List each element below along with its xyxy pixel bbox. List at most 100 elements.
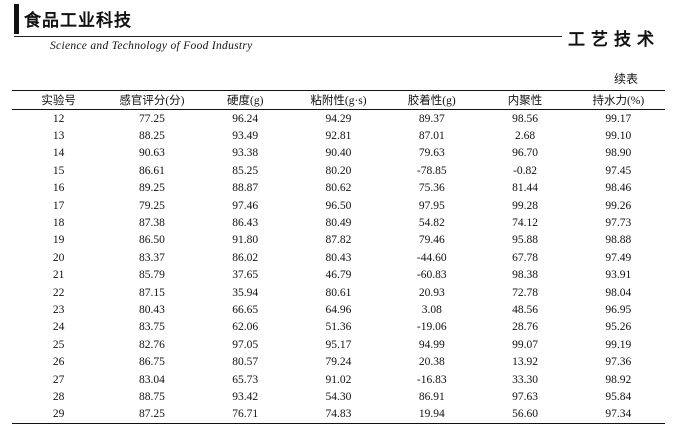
cell: 13.92 — [512, 356, 538, 369]
cell: 96.95 — [605, 303, 632, 316]
table-row: 20 83.37 86.02 80.43 -44.60 67.78 97.49 — [12, 249, 665, 266]
cell: 79.63 — [418, 147, 445, 160]
cell: 87.38 — [138, 217, 165, 230]
cell: -78.85 — [416, 164, 447, 177]
data-table: 实验号 感官评分(分) 硬度(g) 粘附性(g·s) 胶着性(g) 内聚性 持水力(%) 1… — [12, 90, 665, 425]
cell: 15 — [52, 164, 65, 177]
table-row: 21 85.79 37.65 46.79 -60.83 98.38 93.91 — [12, 267, 665, 284]
column-header: 胶着性(g) — [385, 90, 479, 110]
cell: 97.45 — [605, 164, 632, 177]
table-head: 实验号 感官评分(分) 硬度(g) 粘附性(g·s) 胶着性(g) 内聚性 持水力(%) — [12, 90, 665, 110]
cell: 99.07 — [512, 338, 538, 351]
table-row: 12 77.25 96.24 94.29 89.37 98.56 99.17 — [12, 110, 665, 128]
cell: 79.24 — [325, 356, 352, 369]
cell: 21 — [52, 269, 65, 282]
cell: 27 — [52, 373, 65, 386]
cell: 99.28 — [512, 199, 538, 212]
cell: 25 — [52, 338, 65, 351]
cell: 93.91 — [605, 269, 632, 282]
cell: 80.61 — [325, 286, 352, 299]
cell: 94.29 — [325, 112, 352, 125]
table-row: 28 88.75 93.42 54.30 86.91 97.63 95.84 — [12, 388, 665, 405]
cell: 80.43 — [325, 251, 352, 264]
cell: 77.25 — [138, 112, 165, 125]
cell: 89.37 — [418, 112, 445, 125]
cell: 54.30 — [325, 390, 352, 403]
cell: 79.25 — [138, 199, 165, 212]
cell: 93.49 — [232, 130, 259, 143]
cell: 80.62 — [325, 182, 352, 195]
table-row: 19 86.50 91.80 87.82 79.46 95.88 98.88 — [12, 232, 665, 249]
cell: 35.94 — [232, 286, 259, 299]
cell: 83.04 — [138, 373, 165, 386]
cell: 83.75 — [138, 321, 165, 334]
cell: 98.04 — [605, 286, 632, 299]
cell: -44.60 — [416, 251, 447, 264]
cell: 87.01 — [418, 130, 445, 143]
cell: 98.38 — [512, 269, 538, 282]
cell: 18 — [52, 217, 65, 230]
cell: 72.78 — [512, 286, 538, 299]
cell: 85.79 — [138, 269, 165, 282]
cell: 99.26 — [605, 199, 632, 212]
cell: 97.46 — [232, 199, 259, 212]
cell: 26 — [52, 356, 65, 369]
cell: 95.88 — [512, 234, 538, 247]
cell: 22 — [52, 286, 65, 299]
cell: 96.24 — [232, 112, 259, 125]
cell: 20 — [52, 251, 65, 264]
cell: 92.81 — [325, 130, 352, 143]
cell: 86.43 — [232, 217, 259, 230]
cell: 56.60 — [478, 405, 572, 425]
cell: 3.08 — [421, 303, 442, 316]
cell: 28 — [52, 390, 65, 403]
column-header: 硬度(g) — [198, 90, 292, 110]
cell: -0.82 — [513, 164, 538, 177]
cell: 19 — [52, 234, 65, 247]
section-title: 工艺技术 — [568, 30, 660, 50]
cell: 97.36 — [605, 356, 632, 369]
cell: 98.56 — [512, 112, 538, 125]
cell: -19.06 — [416, 321, 447, 334]
cell: 19.94 — [385, 405, 479, 425]
cell: 62.06 — [232, 321, 259, 334]
table-row: 24 83.75 62.06 51.36 -19.06 28.76 95.26 — [12, 319, 665, 336]
cell: 95.26 — [605, 321, 632, 334]
cell: 89.25 — [138, 182, 165, 195]
cell: 86.91 — [418, 390, 445, 403]
journal-subtitle: Science and Technology of Food Industry — [50, 40, 253, 52]
cell: 74.12 — [512, 217, 538, 230]
cell: 80.20 — [325, 164, 352, 177]
cell: 97.05 — [232, 338, 259, 351]
cell: 64.96 — [325, 303, 352, 316]
cell: 80.49 — [325, 217, 352, 230]
cell: 17 — [52, 199, 65, 212]
cell: 91.80 — [232, 234, 259, 247]
logo-bar — [14, 4, 19, 34]
cell: 98.46 — [605, 182, 632, 195]
cell: 97.63 — [512, 390, 538, 403]
cell: -60.83 — [416, 269, 447, 282]
column-header: 内聚性 — [478, 90, 572, 110]
table-row: 29 87.25 76.71 74.83 19.94 56.60 97.34 — [12, 405, 665, 425]
cell: 88.87 — [232, 182, 259, 195]
cell: 82.76 — [138, 338, 165, 351]
cell: 66.65 — [232, 303, 259, 316]
table-row: 22 87.15 35.94 80.61 20.93 72.78 98.04 — [12, 284, 665, 301]
cell: -16.83 — [416, 373, 447, 386]
cell: 24 — [52, 321, 65, 334]
cell: 86.75 — [138, 356, 165, 369]
cell: 97.95 — [418, 199, 445, 212]
cell: 93.38 — [232, 147, 259, 160]
cell: 86.50 — [138, 234, 165, 247]
cell: 48.56 — [512, 303, 538, 316]
cell: 99.17 — [605, 112, 632, 125]
cell: 91.02 — [325, 373, 352, 386]
column-header: 粘附性(g·s) — [291, 90, 386, 110]
cell: 98.90 — [605, 147, 632, 160]
table-row: 17 79.25 97.46 96.50 97.95 99.28 99.26 — [12, 197, 665, 214]
cell: 83.37 — [138, 251, 165, 264]
cell: 96.70 — [512, 147, 538, 160]
cell: 94.99 — [418, 338, 445, 351]
cell: 87.25 — [105, 405, 199, 425]
